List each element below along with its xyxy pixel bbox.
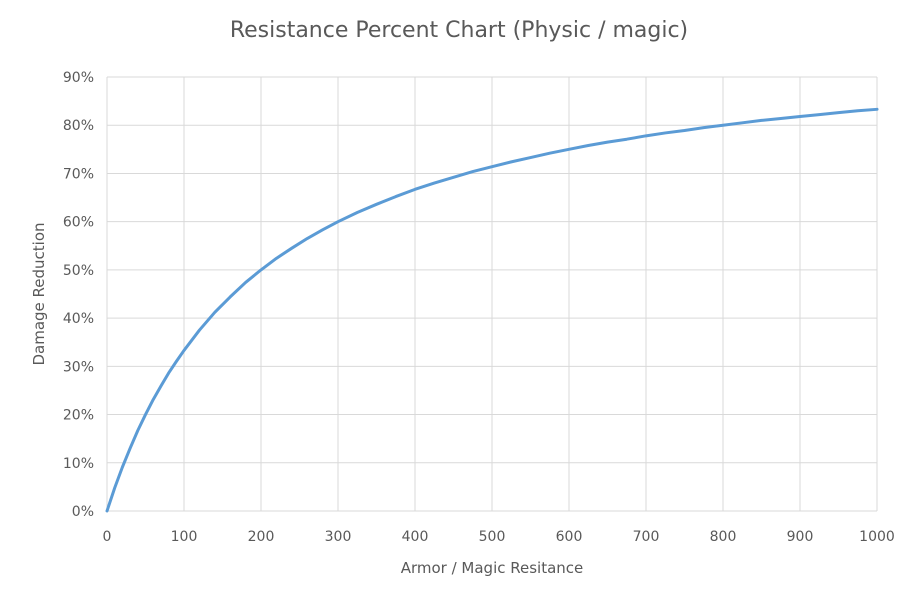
chart-title: Resistance Percent Chart (Physic / magic… [229,18,689,43]
grid-layer [106,76,878,512]
x-tick-label: 400 [402,529,429,545]
y-tick-label: 50% [63,263,94,279]
x-tick-label: 700 [633,529,660,545]
tick-label-layer: 0% 10% 20% 30% 40% 50% 60% 70% 80% 90% 0 100 200 300 4… [63,70,895,545]
x-tick-label: 200 [248,529,275,545]
x-axis-title: Armor / Magic Resitance [401,559,584,577]
x-tick-label: 1000 [859,529,895,545]
y-tick-label: 60% [63,215,94,231]
x-tick-label: 100 [171,529,198,545]
x-tick-label: 600 [556,529,583,545]
y-tick-label: 10% [63,456,94,472]
y-tick-label: 70% [63,166,94,182]
y-tick-label: 0% [72,504,94,520]
x-tick-label: 0 [103,529,112,545]
y-tick-label: 80% [63,118,94,134]
y-axis-title: Damage Reduction [30,222,48,365]
series-layer [105,107,879,513]
y-tick-label: 20% [63,408,94,424]
x-tick-label: 300 [325,529,352,545]
series-line [105,107,879,513]
y-tick-label: 40% [63,311,94,327]
y-tick-label: 30% [63,359,94,375]
x-tick-label: 900 [787,529,814,545]
x-tick-label: 800 [710,529,737,545]
y-tick-label: 90% [63,70,94,86]
x-tick-label: 500 [479,529,506,545]
